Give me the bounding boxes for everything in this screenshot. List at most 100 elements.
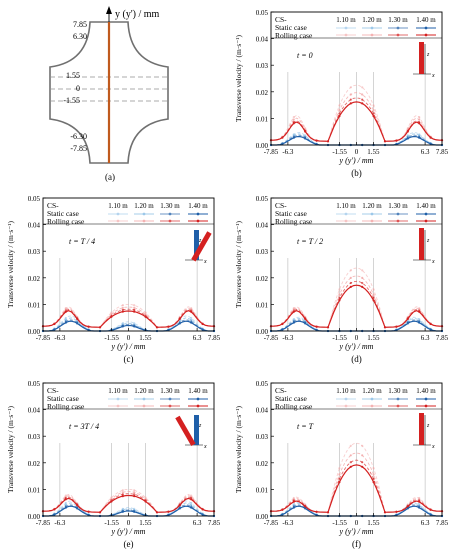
x-tick-label: -6.3	[282, 334, 294, 342]
static-point	[418, 136, 421, 139]
legend-rolling-marker	[142, 219, 146, 223]
rolling-point	[383, 140, 387, 143]
panel-a-cross-section: y (y') / mm 7.85 6.30 1.55 0 -1.55 -6.30…	[49, 6, 169, 182]
y-tick-label: 0.02	[256, 275, 269, 283]
legend-rolling-marker	[424, 33, 428, 37]
y-axis-label: Transverse velocity / (m·s⁻¹)	[234, 35, 243, 122]
legend-column-label: 1.40 m	[188, 202, 208, 210]
rolling-point	[338, 473, 341, 476]
legend-static-marker	[196, 397, 200, 401]
rolling-series-3	[271, 459, 442, 513]
rolling-point	[133, 310, 136, 313]
legend: CS- 1.10 m 1.20 m 1.30 m 1.40 m Static caseRo…	[43, 386, 214, 411]
rolling-point	[304, 130, 307, 133]
y-tick-label: 0.02	[256, 89, 269, 97]
x-axis-label: y (y') / mm	[339, 342, 374, 351]
legend-column-label: 1.30 m	[160, 202, 180, 210]
x-tick-label: -7.85	[264, 334, 279, 342]
y-axis-label: Transverse velocity / (m·s⁻¹)	[234, 221, 243, 308]
static-point	[429, 142, 432, 145]
inset-z-label: z	[426, 52, 430, 58]
legend-static-marker	[370, 26, 374, 30]
legend-static-marker	[424, 26, 428, 30]
rolling-point	[155, 326, 159, 329]
static-point	[406, 137, 409, 140]
inset-static-bar	[194, 415, 199, 445]
rolling-point	[121, 310, 124, 313]
x-axis-label: y (y') / mm	[111, 527, 146, 536]
rolling-point	[361, 276, 364, 279]
chart-panel-c: 0.000.010.020.030.040.05-7.85 -6.3 -1.55 0 1…	[6, 195, 221, 364]
rolling-point	[349, 465, 352, 468]
rolling-point	[372, 293, 375, 296]
rolling-series-1	[42, 303, 215, 328]
static-series-1	[271, 316, 442, 332]
legend-static-label: Static case	[275, 23, 308, 32]
y-tick-label: 0.04	[28, 407, 41, 415]
y-tick-label: 0.00	[28, 328, 41, 336]
panel-caption: (d)	[351, 354, 362, 364]
y-axis-label: Transverse velocity / (m·s⁻¹)	[6, 221, 15, 308]
x-tick-label: 1.55	[367, 334, 380, 342]
rolling-point	[361, 269, 364, 272]
chart-panel-b: 0.000.010.020.030.040.05-7.85 -6.3 -1.55 0 1…	[234, 9, 449, 178]
rolling-point	[144, 500, 147, 503]
legend-column-label: 1.40 m	[416, 202, 436, 210]
rolling-point	[372, 477, 375, 481]
rolling-point	[349, 93, 352, 96]
legend-rolling-marker	[396, 219, 400, 223]
rolling-series-4	[270, 284, 443, 328]
legend-column-label: 1.10 m	[336, 16, 356, 24]
rolling-point	[178, 504, 181, 507]
legend-rolling-marker	[116, 404, 120, 408]
rolling-point	[429, 322, 432, 326]
x-tick-label: 1.55	[139, 334, 152, 342]
legend-static-label: Static case	[275, 209, 308, 218]
legend-static-marker	[396, 397, 400, 401]
x-axis-label: y (y') / mm	[339, 156, 374, 165]
y-tick-label: 0.05	[256, 195, 269, 203]
legend-column-label: 1.20 m	[134, 387, 154, 395]
rolling-point	[144, 315, 147, 318]
rolling-point	[372, 115, 375, 118]
legend-column-label: 1.30 m	[388, 202, 408, 210]
static-point	[418, 506, 421, 509]
y-tick-label: 0.00	[256, 328, 269, 336]
rolling-point	[395, 510, 398, 513]
legend-cs-label: CS-	[47, 201, 59, 210]
static-point	[121, 325, 124, 328]
x-tick-label: -1.55	[332, 334, 347, 342]
inset-x-label: x	[203, 259, 207, 265]
rolling-point	[338, 467, 341, 470]
static-point	[178, 322, 181, 325]
rolling-point	[133, 489, 136, 492]
legend-static-marker	[142, 212, 146, 216]
rolling-point	[383, 326, 387, 329]
rolling-series-4	[43, 494, 214, 513]
static-point	[76, 507, 79, 510]
legend-static-marker	[396, 212, 400, 216]
legend-cs-label: CS-	[275, 201, 287, 210]
tick-7-85: 7.85	[73, 20, 87, 29]
legend-static-marker	[344, 26, 348, 30]
tick-6-30: 6.30	[73, 32, 87, 41]
rolling-series-2	[270, 92, 443, 142]
orientation-inset: xz	[185, 230, 212, 265]
static-point	[190, 501, 193, 505]
rolling-point	[121, 495, 124, 498]
legend-static-marker	[344, 397, 348, 401]
inset-rolling-bar	[419, 42, 424, 74]
legend-static-marker	[196, 212, 200, 216]
orientation-inset: xz	[175, 415, 207, 450]
x-tick-label: -1.55	[104, 334, 119, 342]
x-tick-label: 0	[127, 334, 131, 342]
panel-caption: (b)	[351, 168, 362, 178]
rolling-point	[349, 98, 352, 101]
legend-column-label: 1.10 m	[336, 387, 356, 395]
static-series-4	[43, 505, 214, 517]
legend-static-marker	[370, 397, 374, 401]
rolling-series-3	[270, 97, 443, 142]
chart-panels: 0.000.010.020.030.040.05-7.85 -6.3 -1.55 0 1…	[6, 9, 449, 549]
static-point	[64, 321, 67, 324]
